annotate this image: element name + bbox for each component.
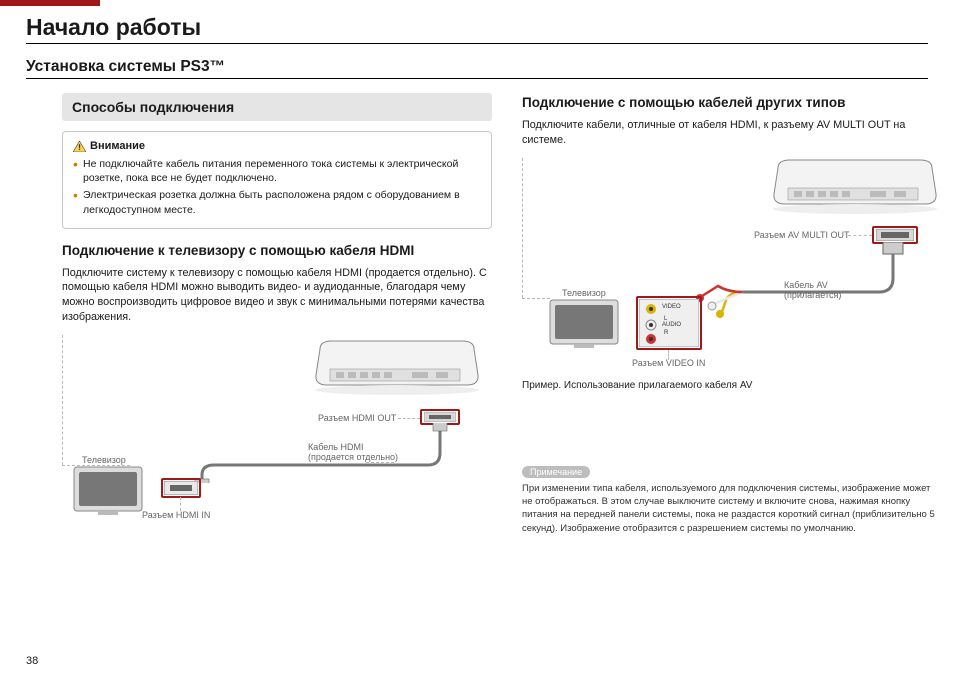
- hdmi-heading: Подключение к телевизору с помощью кабел…: [62, 243, 492, 260]
- hdmi-text: Подключите систему к телевизору с помощь…: [62, 266, 492, 326]
- warning-title: Внимание: [73, 140, 481, 152]
- warning-item: Электрическая розетка должна быть распол…: [73, 188, 481, 216]
- hdmi-in-label: Разъем HDMI IN: [142, 510, 210, 520]
- other-text: Подключите кабели, отличные от кабеля HD…: [522, 118, 942, 148]
- tv-label: Телевизор: [562, 288, 606, 298]
- warning-title-text: Внимание: [90, 140, 145, 152]
- page-subtitle: Установка системы PS3™: [26, 58, 928, 79]
- hdmi-in-highlight: [161, 478, 201, 498]
- note-text: При изменении типа кабеля, используемого…: [522, 482, 942, 535]
- video-port-label: VIDEO: [662, 304, 681, 310]
- r-port-label: R: [664, 330, 668, 336]
- left-column: Способы подключения Внимание Не подключа…: [62, 93, 492, 535]
- warning-icon: [73, 141, 86, 152]
- page-content: Начало работы Установка системы PS3™ Спо…: [0, 0, 954, 535]
- console-illustration: [770, 154, 940, 219]
- av-out-label: Разъем AV MULTI OUT: [754, 230, 850, 240]
- warning-box: Внимание Не подключайте кабель питания п…: [62, 131, 492, 229]
- console-illustration: [312, 335, 482, 400]
- warning-item: Не подключайте кабель питания переменног…: [73, 157, 481, 185]
- hdmi-diagram: Разъем HDMI OUT Кабель HDMI (продается о…: [62, 335, 492, 525]
- audio-port-label: AUDIO: [662, 322, 681, 328]
- av-diagram: Разъем AV MULTI OUT Кабель AV (прил: [522, 158, 942, 390]
- page-number: 38: [26, 655, 38, 667]
- av-out-port: [876, 229, 914, 241]
- note-badge: Примечание: [522, 466, 590, 478]
- note-block: Примечание При изменении типа кабеля, ис…: [522, 462, 942, 535]
- page-title: Начало работы: [26, 14, 928, 44]
- diagram-caption: Пример. Использование прилагаемого кабел…: [522, 380, 752, 391]
- hdmi-out-port: [424, 412, 456, 422]
- tv-label: Телевизор: [82, 455, 126, 465]
- warning-list: Не подключайте кабель питания переменног…: [73, 157, 481, 217]
- hdmi-out-label: Разъем HDMI OUT: [318, 413, 396, 423]
- header-red-bar: [0, 0, 100, 6]
- methods-heading: Способы подключения: [62, 93, 492, 121]
- right-column: Подключение с помощью кабелей других тип…: [522, 93, 942, 535]
- other-heading: Подключение с помощью кабелей других тип…: [522, 95, 942, 112]
- tv-illustration: [548, 298, 633, 350]
- hdmi-cable-label: Кабель HDMI (продается отдельно): [308, 442, 398, 462]
